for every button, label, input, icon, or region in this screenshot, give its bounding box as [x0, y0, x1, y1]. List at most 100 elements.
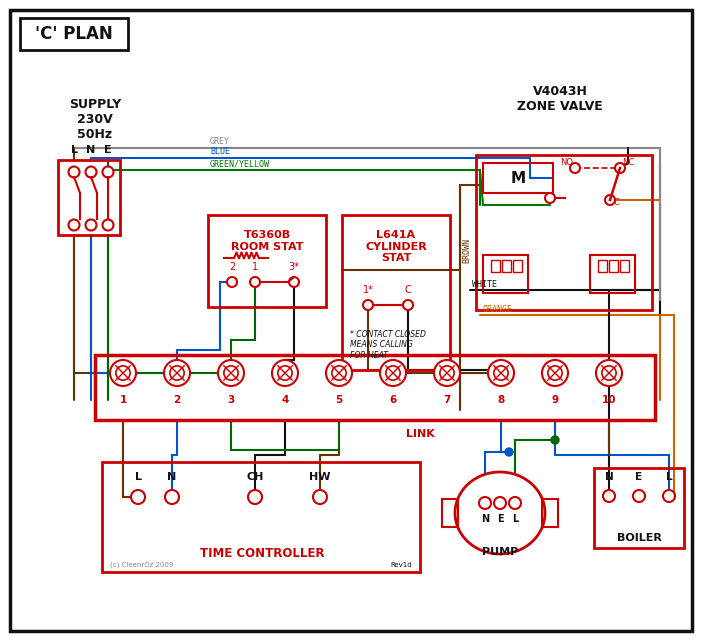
Bar [58, 160, 120, 235]
Text: * CONTACT CLOSED
MEANS CALLING
FOR HEAT: * CONTACT CLOSED MEANS CALLING FOR HEAT [350, 330, 426, 360]
Bar [476, 155, 652, 310]
Text: 10: 10 [602, 395, 616, 405]
Circle shape [250, 277, 260, 287]
Bar [542, 499, 558, 527]
Circle shape [545, 193, 555, 203]
Circle shape [663, 490, 675, 502]
Circle shape [218, 360, 244, 386]
Text: WHITE: WHITE [472, 280, 497, 289]
Circle shape [332, 366, 346, 380]
Circle shape [602, 366, 616, 380]
Text: GREY: GREY [210, 137, 230, 146]
Text: PUMP: PUMP [482, 547, 518, 557]
Circle shape [440, 366, 454, 380]
Text: E: E [104, 145, 112, 155]
Text: E: E [497, 514, 503, 524]
Circle shape [605, 195, 615, 205]
Circle shape [488, 360, 514, 386]
Text: C: C [614, 197, 620, 206]
Text: C: C [404, 285, 411, 295]
Circle shape [102, 219, 114, 231]
Text: NC: NC [622, 158, 634, 167]
Text: BLUE: BLUE [210, 147, 230, 156]
Circle shape [69, 219, 79, 231]
Circle shape [272, 360, 298, 386]
Bar [594, 468, 684, 548]
Bar [513, 260, 522, 272]
Circle shape [86, 167, 96, 178]
Text: TIME CONTROLLER: TIME CONTROLLER [200, 547, 324, 560]
Text: 3: 3 [227, 395, 234, 405]
Bar [102, 462, 420, 572]
Circle shape [224, 366, 238, 380]
Circle shape [170, 366, 184, 380]
Text: ORANGE: ORANGE [482, 305, 512, 314]
Circle shape [380, 360, 406, 386]
Bar [483, 163, 553, 193]
Bar [483, 255, 528, 293]
Circle shape [479, 497, 491, 509]
Circle shape [313, 490, 327, 504]
Text: 1: 1 [119, 395, 126, 405]
Circle shape [603, 490, 615, 502]
Text: 5: 5 [336, 395, 343, 405]
Text: N: N [167, 472, 177, 482]
Text: 3*: 3* [289, 262, 300, 272]
Circle shape [551, 436, 559, 444]
Circle shape [102, 167, 114, 178]
Circle shape [363, 300, 373, 310]
Text: BROWN: BROWN [462, 238, 471, 263]
Circle shape [494, 497, 506, 509]
Text: Rev1d: Rev1d [390, 562, 412, 568]
Text: SUPPLY
230V
50Hz: SUPPLY 230V 50Hz [69, 98, 121, 141]
Circle shape [386, 366, 400, 380]
Text: 'C' PLAN: 'C' PLAN [35, 25, 113, 43]
Text: V4043H
ZONE VALVE: V4043H ZONE VALVE [517, 85, 603, 113]
Circle shape [509, 497, 521, 509]
Circle shape [596, 360, 622, 386]
Circle shape [494, 366, 508, 380]
Circle shape [434, 360, 460, 386]
Circle shape [289, 277, 299, 287]
Circle shape [227, 277, 237, 287]
Circle shape [542, 360, 568, 386]
Circle shape [69, 167, 79, 178]
Text: 2: 2 [173, 395, 180, 405]
Text: T6360B
ROOM STAT: T6360B ROOM STAT [231, 230, 303, 252]
Bar [491, 260, 500, 272]
Circle shape [131, 490, 145, 504]
Bar [620, 260, 629, 272]
Text: (c) CleenrOz 2009: (c) CleenrOz 2009 [110, 562, 173, 568]
Text: 1*: 1* [362, 285, 373, 295]
Circle shape [248, 490, 262, 504]
Circle shape [165, 490, 179, 504]
Text: L: L [665, 472, 673, 482]
Text: 9: 9 [552, 395, 559, 405]
Text: 4: 4 [282, 395, 289, 405]
Circle shape [633, 490, 645, 502]
Text: 1: 1 [252, 262, 258, 272]
Circle shape [110, 360, 136, 386]
Circle shape [86, 219, 96, 231]
Ellipse shape [455, 472, 545, 554]
Text: BOILER: BOILER [616, 533, 661, 543]
Text: N: N [604, 472, 614, 482]
Text: 6: 6 [390, 395, 397, 405]
Bar [20, 18, 128, 50]
Text: HW: HW [310, 472, 331, 482]
Circle shape [326, 360, 352, 386]
Bar [598, 260, 607, 272]
Bar [95, 355, 655, 420]
Text: E: E [635, 472, 642, 482]
Circle shape [570, 163, 580, 173]
Text: LINK: LINK [406, 429, 435, 439]
Text: GREEN/YELLOW: GREEN/YELLOW [210, 159, 270, 168]
Circle shape [548, 366, 562, 380]
Circle shape [403, 300, 413, 310]
Text: L: L [135, 472, 142, 482]
Text: L: L [512, 514, 518, 524]
Bar [208, 215, 326, 307]
Circle shape [116, 366, 130, 380]
Text: NO: NO [560, 158, 573, 167]
Bar [342, 215, 450, 370]
